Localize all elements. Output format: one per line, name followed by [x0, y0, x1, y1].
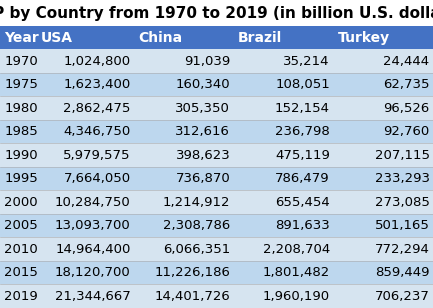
Text: 2015: 2015 [4, 266, 38, 279]
Bar [0, 143, 433, 167]
Bar [333, 26, 433, 49]
Text: 35,214: 35,214 [284, 55, 330, 67]
Text: 859,449: 859,449 [375, 266, 430, 279]
Text: 2005: 2005 [4, 219, 38, 232]
Text: 13,093,700: 13,093,700 [55, 219, 131, 232]
Text: 1,960,190: 1,960,190 [263, 290, 330, 303]
Text: 11,226,186: 11,226,186 [155, 266, 230, 279]
Bar [0, 214, 433, 237]
Bar [0, 49, 433, 73]
Text: 706,237: 706,237 [375, 290, 430, 303]
Bar [234, 26, 333, 49]
Text: 475,119: 475,119 [275, 149, 330, 162]
Text: 2,308,786: 2,308,786 [163, 219, 230, 232]
Text: 273,085: 273,085 [375, 196, 430, 209]
Text: 152,154: 152,154 [275, 102, 330, 115]
Bar [37, 26, 134, 49]
Text: 2010: 2010 [4, 243, 38, 256]
Text: 236,798: 236,798 [275, 125, 330, 138]
Bar [0, 73, 433, 96]
Text: 14,964,400: 14,964,400 [55, 243, 131, 256]
Text: 1,801,482: 1,801,482 [263, 266, 330, 279]
Text: 1995: 1995 [4, 172, 38, 185]
Text: Turkey: Turkey [338, 31, 390, 45]
Text: 655,454: 655,454 [275, 196, 330, 209]
Text: 772,294: 772,294 [375, 243, 430, 256]
Text: 160,340: 160,340 [176, 78, 230, 91]
Text: 6,066,351: 6,066,351 [163, 243, 230, 256]
Text: 2,208,704: 2,208,704 [263, 243, 330, 256]
Text: 1,623,400: 1,623,400 [64, 78, 131, 91]
Text: 92,760: 92,760 [383, 125, 430, 138]
Bar [134, 26, 234, 49]
Bar [0, 26, 37, 49]
Text: 1990: 1990 [4, 149, 38, 162]
Text: China: China [139, 31, 183, 45]
Text: Brazil: Brazil [238, 31, 282, 45]
Text: 108,051: 108,051 [275, 78, 330, 91]
Bar [0, 96, 433, 120]
Text: 96,526: 96,526 [383, 102, 430, 115]
Text: 891,633: 891,633 [275, 219, 330, 232]
Text: 1,214,912: 1,214,912 [163, 196, 230, 209]
Text: 398,623: 398,623 [176, 149, 230, 162]
Bar [0, 190, 433, 214]
Text: 91,039: 91,039 [184, 55, 230, 67]
Text: 2019: 2019 [4, 290, 38, 303]
Text: 10,284,750: 10,284,750 [55, 196, 131, 209]
Text: 312,616: 312,616 [175, 125, 230, 138]
Text: Year: Year [4, 31, 39, 45]
Text: 4,346,750: 4,346,750 [64, 125, 131, 138]
Text: 1975: 1975 [4, 78, 38, 91]
Text: 2,862,475: 2,862,475 [63, 102, 131, 115]
Text: 1985: 1985 [4, 125, 38, 138]
Text: 7,664,050: 7,664,050 [64, 172, 131, 185]
Text: 14,401,726: 14,401,726 [155, 290, 230, 303]
Text: 786,479: 786,479 [275, 172, 330, 185]
Text: 24,444: 24,444 [383, 55, 430, 67]
Text: 1970: 1970 [4, 55, 38, 67]
Text: 233,293: 233,293 [375, 172, 430, 185]
Text: GDP by Country from 1970 to 2019 (in billion U.S. dollars): GDP by Country from 1970 to 2019 (in bil… [0, 6, 433, 21]
Text: 207,115: 207,115 [375, 149, 430, 162]
Text: 1,024,800: 1,024,800 [64, 55, 131, 67]
Text: USA: USA [41, 31, 73, 45]
Text: 2000: 2000 [4, 196, 38, 209]
Text: 21,344,667: 21,344,667 [55, 290, 131, 303]
Text: 736,870: 736,870 [176, 172, 230, 185]
Text: 62,735: 62,735 [383, 78, 430, 91]
Bar [0, 237, 433, 261]
Text: 305,350: 305,350 [175, 102, 230, 115]
Bar [0, 120, 433, 143]
Bar [0, 285, 433, 308]
Text: 18,120,700: 18,120,700 [55, 266, 131, 279]
Text: 5,979,575: 5,979,575 [63, 149, 131, 162]
Bar [0, 167, 433, 190]
Text: 1980: 1980 [4, 102, 38, 115]
Bar [0, 261, 433, 285]
Text: 501,165: 501,165 [375, 219, 430, 232]
